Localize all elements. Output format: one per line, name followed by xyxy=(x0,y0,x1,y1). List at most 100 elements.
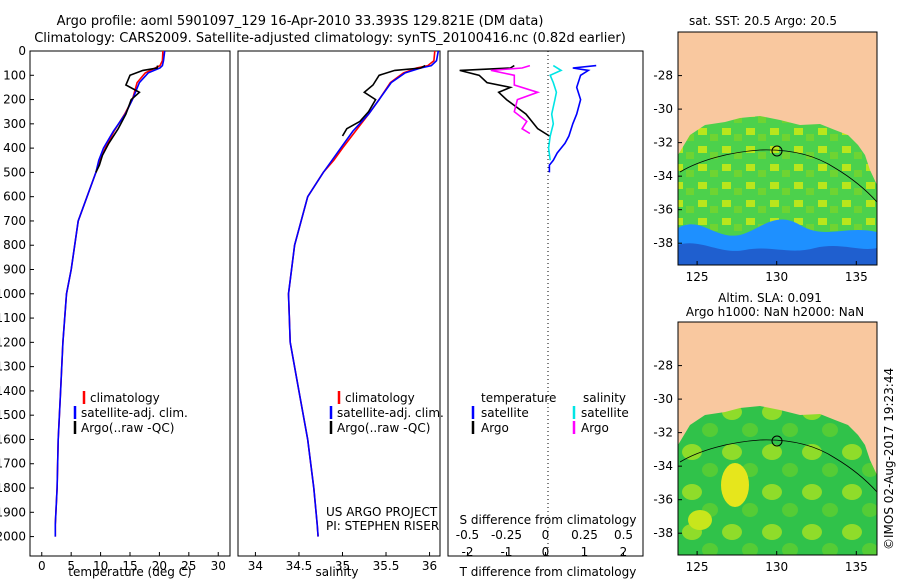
depth-y-ticks: 0 100 200 300 400 500 600 700 800 900 1000 1100 1200… xyxy=(0,44,34,544)
x-tick-label: 35 xyxy=(335,559,350,573)
map-x-tick-label: 135 xyxy=(845,560,868,574)
x-tick-label: 5 xyxy=(67,559,75,573)
map-x-tick-label: 125 xyxy=(686,560,709,574)
sla-map-frame xyxy=(677,321,878,556)
series-line-climatology xyxy=(54,51,164,537)
map-y-tick-label: -36 xyxy=(653,493,673,507)
pi-annotation: PI: STEPHEN RISER xyxy=(326,519,439,533)
difference-x-ticks: -2 -1 0 1 2 -0.5 -0.25 0 0.25 0.5 xyxy=(456,528,633,559)
temperature-panel: 0 5 10 15 20 25 30 0 100 200 300 400 500 600 700 800 90… xyxy=(0,44,231,579)
sst-map-ticks: 125 130 135 -28 -30 -32 -34 -36 -38 xyxy=(653,69,867,284)
t-tick-label: -2 xyxy=(462,545,474,559)
y-tick-label: 100 xyxy=(3,68,26,82)
temperature-x-label: temperature (deg C) xyxy=(68,565,191,579)
map-y-tick-label: -32 xyxy=(653,426,673,440)
temperature-legend: climatology satellite-adj. clim. Argo(..… xyxy=(73,391,188,435)
series-line-satellite-adj-clim- xyxy=(287,51,440,537)
legend-salinity-title: salinity xyxy=(583,391,626,405)
salinity-lines xyxy=(287,51,440,537)
y-tick-label: 1800 xyxy=(0,481,26,495)
salinity-x-label: salinity xyxy=(315,565,358,579)
salinity-axes-frame xyxy=(237,50,441,557)
s-tick-label: -0.25 xyxy=(491,528,522,542)
difference-lines xyxy=(459,64,597,173)
map-y-tick-label: -30 xyxy=(653,392,673,406)
y-tick-label: 2000 xyxy=(0,530,26,544)
legend-label-t-satellite: satellite xyxy=(481,406,529,420)
legend-label-t-argo: Argo xyxy=(481,421,509,435)
sla-shelf-contour xyxy=(679,439,878,493)
positive-anomaly-region xyxy=(721,463,749,507)
t-tick-label: 0 xyxy=(542,545,550,559)
t-tick-label: -1 xyxy=(501,545,513,559)
argo-position-marker xyxy=(771,435,783,447)
map-y-tick-label: -38 xyxy=(653,236,673,250)
project-annotation: US ARGO PROJECT xyxy=(326,505,438,519)
temperature-x-ticks: 0 5 10 15 20 25 30 xyxy=(38,552,226,573)
x-tick-label: 25 xyxy=(181,559,196,573)
y-tick-label: 500 xyxy=(3,165,26,179)
y-tick-label: 1300 xyxy=(0,360,26,374)
sla-map-title-line2: Argo h1000: NaN h2000: NaN xyxy=(686,305,864,319)
y-tick-label: 1200 xyxy=(0,335,26,349)
legend-label-satellite: satellite-adj. clim. xyxy=(337,406,444,420)
s-difference-label: S difference from climatology xyxy=(460,513,637,527)
t-tick-label: 2 xyxy=(620,545,628,559)
copyright-timestamp: ©IMOS 02-Aug-2017 19:23:44 xyxy=(882,368,896,550)
sst-map-panel: sat. SST: 20.5 Argo: 20.5 125 130 135 -28 -3… xyxy=(653,14,878,284)
y-tick-label: 800 xyxy=(3,238,26,252)
y-tick-label: 1500 xyxy=(0,408,26,422)
legend-label-s-argo: Argo xyxy=(581,421,609,435)
legend-label-climatology: climatology xyxy=(90,391,160,405)
t-tick-label: 1 xyxy=(581,545,589,559)
t-difference-label: T difference from climatology xyxy=(459,565,637,579)
positive-anomaly-region xyxy=(688,510,712,530)
s-tick-label: -0.5 xyxy=(456,528,479,542)
y-tick-label: 1400 xyxy=(0,384,26,398)
difference-panel: -2 -1 0 1 2 -0.5 -0.25 0 0.25 0.5 S difference fr… xyxy=(447,50,644,579)
sla-map-ticks: 125 130 135 -28 -30 -32 -34 -36 -38 xyxy=(653,359,867,574)
series-line-temperature-satellite xyxy=(548,64,597,173)
map-y-tick-label: -28 xyxy=(653,69,673,83)
map-x-tick-label: 135 xyxy=(845,270,868,284)
x-tick-label: 10 xyxy=(93,559,108,573)
difference-legend: temperature satellite Argo salinity sate… xyxy=(471,391,629,435)
y-tick-label: 700 xyxy=(3,214,26,228)
salinity-panel: 34 34.5 35 35.5 36 salinity climatology sate… xyxy=(237,50,444,579)
series-line-temperature-argo xyxy=(459,64,550,137)
x-tick-label: 34 xyxy=(248,559,263,573)
x-tick-label: 35.5 xyxy=(373,559,400,573)
map-y-tick-label: -32 xyxy=(653,136,673,150)
y-tick-label: 400 xyxy=(3,141,26,155)
map-x-tick-label: 130 xyxy=(765,270,788,284)
y-tick-label: 1900 xyxy=(0,505,26,519)
s-tick-label: 0 xyxy=(542,528,550,542)
figure-title-line2: Climatology: CARS2009. Satellite-adjuste… xyxy=(34,31,626,46)
y-tick-label: 300 xyxy=(3,117,26,131)
sst-shelf-contour xyxy=(679,149,878,203)
map-y-tick-label: -34 xyxy=(653,459,673,473)
series-line-satellite-adj-clim- xyxy=(54,51,166,537)
y-tick-label: 1100 xyxy=(0,311,26,325)
x-tick-label: 34.5 xyxy=(286,559,313,573)
s-tick-label: 0.25 xyxy=(571,528,598,542)
temperature-axes-frame xyxy=(29,50,231,557)
x-tick-label: 0 xyxy=(38,559,46,573)
y-tick-label: 200 xyxy=(3,93,26,107)
series-line-argo-raw-qc- xyxy=(341,64,426,137)
legend-temperature-title: temperature xyxy=(481,391,556,405)
y-tick-label: 1700 xyxy=(0,457,26,471)
x-tick-label: 20 xyxy=(152,559,167,573)
sla-map-title-line1: Altim. SLA: 0.091 xyxy=(718,291,822,305)
temperature-lines xyxy=(54,51,166,537)
map-x-tick-label: 125 xyxy=(686,270,709,284)
sla-map-panel: Altim. SLA: 0.091 Argo h1000: NaN h2000:… xyxy=(653,291,878,574)
legend-label-argo: Argo(..raw -QC) xyxy=(81,421,174,435)
sst-ocean-field xyxy=(678,116,877,265)
x-tick-label: 36 xyxy=(422,559,437,573)
series-line-salinity-argo xyxy=(490,64,541,135)
difference-axes-frame xyxy=(447,50,644,557)
y-tick-label: 1600 xyxy=(0,432,26,446)
sst-map-title: sat. SST: 20.5 Argo: 20.5 xyxy=(689,14,837,28)
